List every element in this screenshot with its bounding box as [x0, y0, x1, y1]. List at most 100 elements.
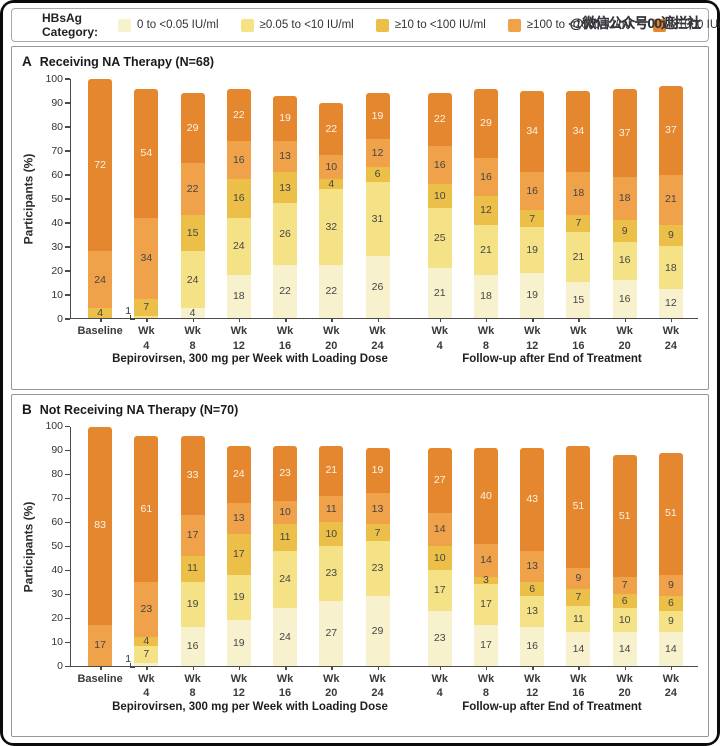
- y-tick-label: 40: [51, 564, 63, 577]
- y-tick-mark: [65, 545, 70, 548]
- bar-column: 7 34 54 Wk 4 1: [123, 79, 169, 352]
- y-tick-label: 20: [51, 264, 63, 277]
- bar-segment: 37: [658, 86, 683, 175]
- bar-segment-value: 21: [433, 286, 446, 299]
- bar-segment: 4: [134, 636, 159, 647]
- bar-segment: 34: [566, 90, 591, 173]
- bar-segment: 43: [520, 448, 545, 551]
- bar-segment-value: 17: [480, 598, 492, 611]
- legend-swatch: [240, 18, 254, 32]
- stacked-bar: 18 21 12 16 29: [473, 88, 498, 318]
- x-tick-mark: [532, 665, 534, 670]
- y-tick-mark: [65, 665, 70, 668]
- y-tick-mark: [65, 593, 70, 596]
- bar-segment: 12: [658, 289, 683, 318]
- x-axis-label: Wk 8: [184, 672, 201, 700]
- bar-segment-value: 16: [433, 158, 446, 171]
- bar-segment-value: 19: [279, 112, 291, 125]
- x-tick-mark: [532, 318, 534, 322]
- legend-title: HBsAg Category:: [42, 11, 99, 39]
- bar-segment: 13: [365, 493, 390, 525]
- bar-segment-value: 6: [529, 582, 536, 595]
- bar-column: 17 17 3 14 40 Wk 8: [463, 427, 509, 699]
- bar-segment-value: 27: [325, 626, 338, 639]
- bar-segment-value: 11: [279, 531, 291, 544]
- bar-segment-value: 34: [526, 125, 539, 138]
- bar-segment: 9: [658, 574, 683, 597]
- bar-segment: 15: [180, 215, 205, 252]
- bar-column: 22 26 13 13 19 Wk 16: [262, 79, 308, 352]
- bar-segment: 7: [520, 210, 545, 228]
- bar-segment: 29: [473, 88, 498, 158]
- bar-column: 27 23 10 11 21 Wk 20: [308, 427, 354, 699]
- stacked-bar: 27 23 10 11 21: [319, 445, 344, 666]
- y-tick-mark: [65, 473, 70, 476]
- bar-segment: 11: [273, 524, 298, 551]
- bar-segment: 25: [427, 208, 452, 268]
- bar-segment: 16: [520, 172, 545, 211]
- bar-segment-value: 24: [94, 273, 106, 286]
- stacked-bar: 16 13 6 13 43: [520, 448, 545, 666]
- y-tick-label: 20: [51, 612, 63, 625]
- bar-segment: 23: [134, 581, 159, 637]
- bar-segment-value: 16: [618, 292, 631, 305]
- y-tick-mark: [65, 521, 70, 524]
- caption-followup: Follow-up after End of Treatment: [462, 353, 642, 365]
- bar-segment-value: 23: [140, 603, 153, 616]
- bar-segment: 23: [319, 546, 344, 601]
- bar-segment: 16: [612, 279, 637, 318]
- bar-segment-value: 14: [572, 642, 585, 655]
- bar-segment-value: 9: [667, 579, 674, 592]
- bar-segment-value: 19: [526, 289, 539, 302]
- x-tick-mark: [331, 318, 333, 322]
- bar-segment: 29: [180, 93, 205, 163]
- bar-segment-value: 7: [143, 300, 150, 313]
- y-tick-mark: [65, 617, 70, 620]
- bar-segment: 15: [566, 282, 591, 318]
- bar-segment: 26: [365, 255, 390, 318]
- bar-segment: 11: [566, 605, 591, 633]
- stacked-bar: 14 9 6 9 51: [658, 452, 683, 666]
- bar-segment: 21: [473, 224, 498, 275]
- bar-segment-value: 13: [232, 512, 245, 525]
- bar-segment-value: 29: [480, 116, 492, 129]
- bar-segment: 22: [180, 162, 205, 216]
- stacked-bar: 16 16 9 18 37: [612, 88, 637, 318]
- bar-segment-value: 9: [575, 572, 582, 584]
- bar-segment: 18: [226, 274, 251, 318]
- x-tick-mark: [485, 665, 488, 670]
- stacked-bar: 16 19 11 17 33: [180, 436, 205, 666]
- bar-segment: 19: [365, 448, 390, 494]
- legend-item: ≥100 to <1000 IU/ml: [507, 18, 631, 32]
- stacked-bar: 29 23 7 13 19: [365, 448, 390, 666]
- x-tick-mark: [377, 665, 380, 670]
- bar-column: 29 23 7 13 19 Wk 24: [354, 427, 400, 699]
- bar-group-followup: 21 25 10 16 22 Wk 4 18 21 12 16 29 Wk 8 19 19 7 16 34 Wk 12 1…: [417, 79, 694, 352]
- bars-container: 17 83 Baseline 7 4 23 61 Wk 4 1 16 19 11 17 33 Wk 8 19 19 1…: [71, 426, 698, 699]
- x-axis-label: Wk 8: [477, 325, 495, 352]
- stacked-bar: 17 17 3 14 40: [473, 448, 498, 666]
- y-tick-mark: [65, 569, 70, 572]
- bar-segment: 19: [365, 93, 390, 139]
- x-tick-mark: [439, 318, 442, 322]
- callout-value: 1: [125, 652, 132, 665]
- stacked-bar: 18 24 16 16 22: [226, 88, 251, 318]
- legend-swatch: [507, 18, 521, 32]
- bar-segment: 27: [319, 600, 344, 666]
- bar-segment: 13: [520, 550, 545, 582]
- bar-segment: 9: [612, 220, 637, 242]
- bar-segment-value: 31: [371, 212, 384, 225]
- bar-segment-value: 4: [97, 306, 104, 319]
- y-tick-mark: [65, 497, 70, 500]
- bar-column: 18 21 12 16 29 Wk 8: [463, 79, 509, 352]
- y-tick: 50: [51, 193, 70, 205]
- bar-segment: 61: [134, 436, 159, 582]
- bar-segment: 26: [273, 203, 298, 266]
- plot-area: 17 83 Baseline 7 4 23 61 Wk 4 1 16 19 11 17 33 Wk 8 19 19 1…: [70, 426, 698, 699]
- bar-column: 23 17 10 14 27 Wk 4: [417, 427, 463, 699]
- bar-column: 16 13 6 13 43 Wk 12: [509, 427, 555, 699]
- y-axis-ticks: 0 10 20 30 40 50 60 70 80 90 100: [38, 421, 70, 671]
- bar-segment: [134, 315, 159, 318]
- bar-segment: 21: [566, 231, 591, 283]
- bar-segment-value: 11: [572, 612, 584, 625]
